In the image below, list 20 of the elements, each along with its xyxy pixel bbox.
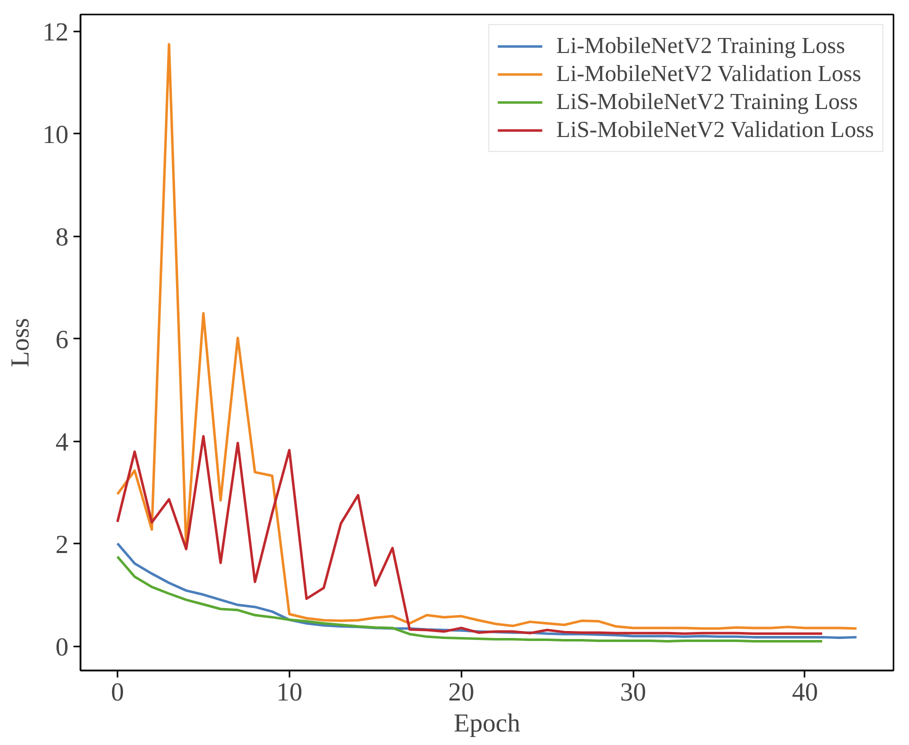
y-tick-label: 2 [56, 530, 68, 559]
x-axis-title: Epoch [454, 708, 520, 738]
x-tick-label: 0 [110, 678, 124, 706]
legend-label: LiS-MobileNetV2 Training Loss [556, 89, 858, 115]
y-tick-label: 8 [56, 222, 68, 252]
y-tick-label: 0 [56, 632, 68, 662]
y-tick-label: 6 [56, 324, 68, 354]
x-tick-label: 40 [792, 678, 818, 706]
line-series [116, 555, 824, 643]
x-tick-label: 10 [276, 678, 302, 706]
legend-label: Li-MobileNetV2 Validation Loss [556, 61, 862, 87]
legend-label: Li-MobileNetV2 Training Loss [556, 33, 846, 59]
legend-label: LiS-MobileNetV2 Validation Loss [556, 117, 874, 143]
y-tick-label: 10 [42, 120, 68, 149]
x-tick-label: 30 [620, 678, 646, 706]
y-axis-title: Loss [6, 318, 34, 368]
line-series [116, 435, 824, 635]
x-tick-label: 20 [448, 678, 474, 706]
y-tick-label: 12 [42, 17, 68, 46]
y-tick-label: 4 [56, 427, 68, 456]
